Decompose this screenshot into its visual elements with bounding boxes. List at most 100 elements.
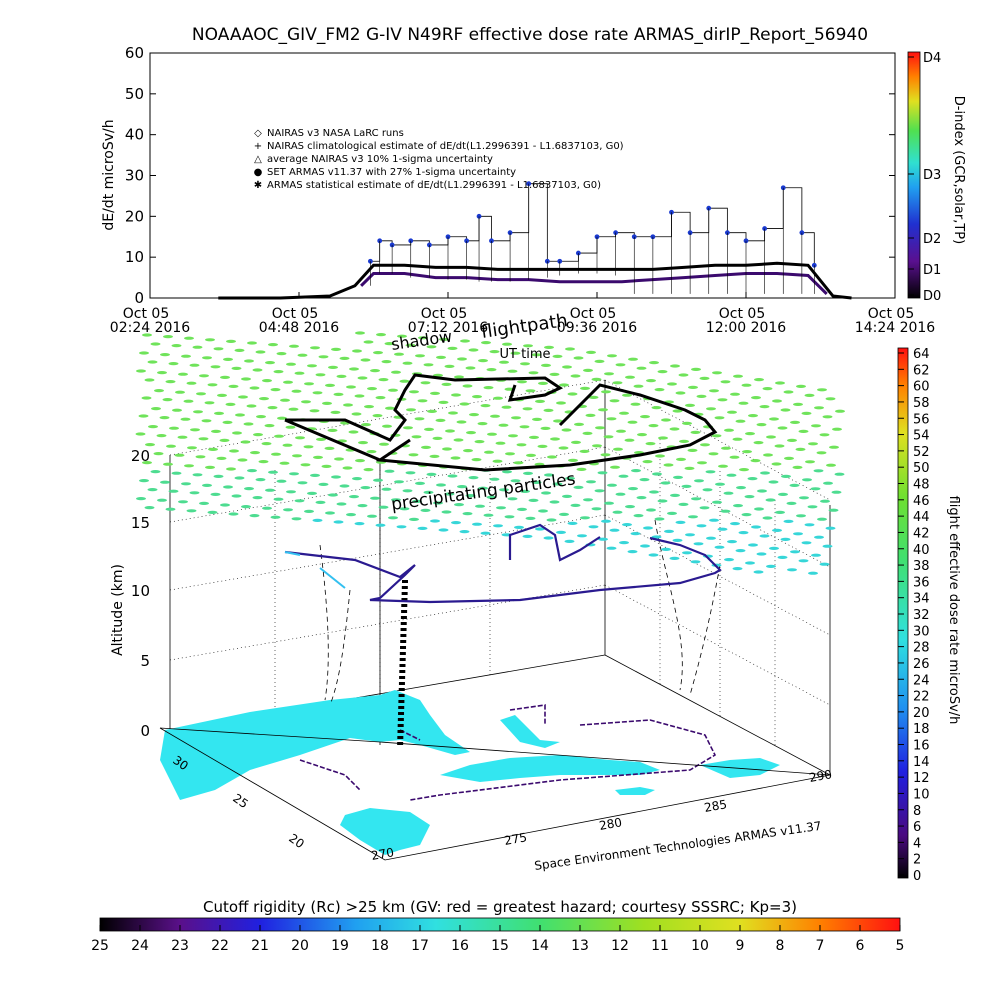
particle-marker [262, 379, 272, 383]
climb-point [398, 712, 405, 715]
particle-marker [669, 427, 680, 431]
particle-marker [804, 393, 815, 397]
particle-marker [799, 496, 809, 500]
particle-marker [480, 531, 491, 535]
particle-marker [538, 381, 548, 385]
particle-marker [553, 419, 563, 423]
particle-marker [384, 342, 395, 346]
particle-marker [288, 407, 299, 411]
particle-marker [214, 411, 224, 415]
particle-marker [375, 396, 386, 400]
particle-marker [763, 453, 773, 457]
particle-marker [180, 417, 191, 421]
particle-marker [609, 528, 620, 532]
particle-marker [286, 490, 296, 494]
particle-marker [682, 551, 692, 555]
particle-marker [432, 436, 443, 440]
particle-marker [544, 345, 554, 349]
particle-marker [315, 500, 326, 504]
particle-marker [297, 353, 308, 357]
particle-marker [273, 497, 284, 501]
particle-marker [502, 342, 512, 346]
particle-marker [648, 553, 659, 557]
legend-symbol: ✱ [254, 180, 262, 191]
particle-marker [286, 362, 296, 366]
particle-marker [192, 473, 203, 477]
particle-marker [493, 524, 503, 528]
particle-marker [354, 522, 365, 526]
particle-marker [753, 441, 764, 445]
particle-marker [376, 333, 386, 337]
particle-marker [775, 510, 785, 514]
particle-marker [528, 498, 539, 502]
particle-marker [417, 399, 428, 403]
dose-tick-label: 2 [913, 853, 921, 868]
dose-tick-label: 38 [913, 559, 930, 574]
particle-marker [793, 532, 803, 536]
particle-marker [802, 478, 812, 482]
particle-marker [195, 455, 206, 459]
altitude-tick-label: 20 [131, 447, 150, 465]
particle-marker [544, 473, 554, 477]
particle-marker [532, 417, 542, 421]
particle-marker [538, 509, 548, 513]
particle-marker [559, 383, 569, 387]
altitude-ticks: 0 5 10 15 20 [131, 447, 150, 740]
particle-marker [595, 426, 605, 430]
particle-marker [352, 477, 362, 481]
particle-marker [273, 370, 284, 374]
particle-marker [781, 474, 791, 478]
particle-marker [637, 433, 647, 437]
particle-marker [436, 483, 446, 487]
particle-marker [171, 471, 182, 475]
particle-marker [834, 472, 845, 476]
particle-marker [720, 380, 731, 384]
particle-marker [220, 375, 230, 379]
particle-marker [511, 416, 521, 420]
dindex-colorbar [907, 51, 921, 299]
particle-marker [417, 526, 428, 531]
top-ytick-label: 10 [125, 248, 144, 266]
particle-marker [438, 400, 449, 404]
particle-marker [823, 481, 833, 485]
particle-marker [405, 343, 416, 347]
particle-marker [343, 403, 353, 407]
legend-symbol: △ [254, 154, 262, 165]
particle-marker [399, 507, 410, 511]
particle-marker [828, 508, 839, 512]
particle-marker [681, 484, 692, 488]
particle-marker [189, 363, 200, 367]
particle-marker [633, 384, 644, 388]
particle-marker [192, 345, 203, 349]
dose-tick-label: 24 [913, 673, 930, 688]
dose-tick-label: 28 [913, 641, 930, 656]
dose-tick-label: 48 [913, 478, 930, 493]
particle-marker [238, 395, 248, 399]
top-xtick-label-date: Oct 05 [123, 306, 169, 322]
land-florida [160, 690, 470, 800]
particle-marker [267, 406, 278, 410]
particle-marker [208, 447, 218, 451]
climb-point [399, 664, 406, 667]
particle-marker [772, 399, 782, 403]
particle-marker [489, 350, 500, 354]
rc-tick-label: 14 [531, 938, 549, 954]
grid-line [169, 446, 606, 523]
particle-marker [135, 432, 146, 436]
legend-text: average NAIRAS v3 10% 1-sigma uncertaint… [267, 154, 493, 165]
dose-tick-label: 36 [913, 575, 930, 590]
particle-marker [778, 492, 788, 496]
particle-marker [223, 357, 233, 361]
particle-marker [373, 478, 383, 482]
longitude-ticks: 270 275 280 285 290 [370, 767, 833, 863]
particle-marker [817, 517, 827, 521]
particle-marker [408, 453, 419, 457]
particle-marker [280, 398, 290, 402]
rc-tick-label: 9 [736, 938, 745, 954]
particle-marker [442, 447, 452, 451]
particle-marker [282, 443, 293, 447]
dose-tick-label: 30 [913, 624, 930, 639]
particle-marker [592, 444, 602, 448]
particle-marker [291, 517, 302, 521]
